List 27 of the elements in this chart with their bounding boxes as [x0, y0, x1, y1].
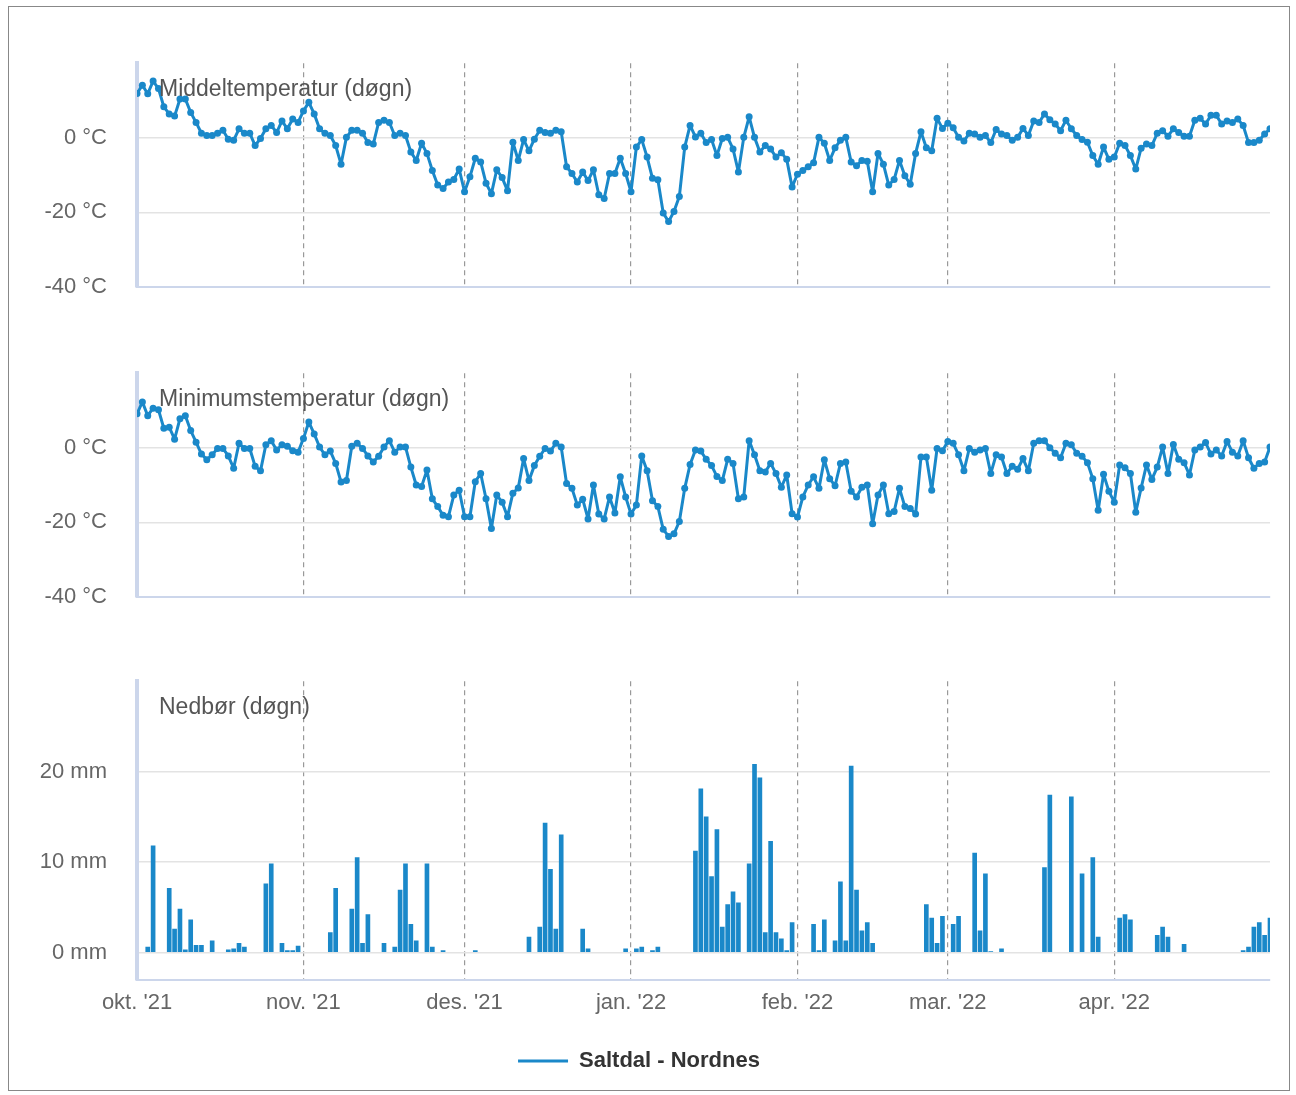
text: Minimumstemperatur (døgn) [159, 385, 450, 412]
x-tick-label: mar. '22 [909, 988, 987, 1014]
x-tick-label: feb. '22 [761, 988, 834, 1014]
bar [623, 948, 628, 953]
bar [580, 928, 586, 953]
bar [558, 834, 564, 953]
y-tick-label: 0 mm [52, 938, 107, 964]
x-tick-label: nov. '21 [266, 988, 341, 1014]
y-tick-label: -20 °C [44, 508, 108, 534]
bar [821, 919, 827, 953]
text: Nedbør (døgn) [159, 693, 310, 720]
y-tick-label: 10 mm [39, 848, 107, 874]
y-tick-label: -20 °C [44, 198, 108, 224]
bar [209, 940, 215, 953]
y-tick-label: -40 °C [44, 582, 108, 608]
y-tick-label: 0 °C [63, 123, 108, 149]
x-tick-label: okt. '21 [101, 988, 173, 1014]
bar [1068, 796, 1074, 953]
x-tick-label: apr. '22 [1078, 988, 1151, 1014]
legend-label: Saltdal - Nordnes [579, 1047, 760, 1073]
y-tick-label: 20 mm [39, 757, 107, 783]
bar [268, 863, 274, 953]
bar [999, 948, 1004, 953]
y-tick-label: -40 °C [44, 272, 108, 298]
x-tick-label: des. '21 [426, 988, 503, 1014]
x-tick-label: jan. '22 [594, 988, 667, 1014]
y-tick-label: 0 °C [63, 433, 108, 459]
